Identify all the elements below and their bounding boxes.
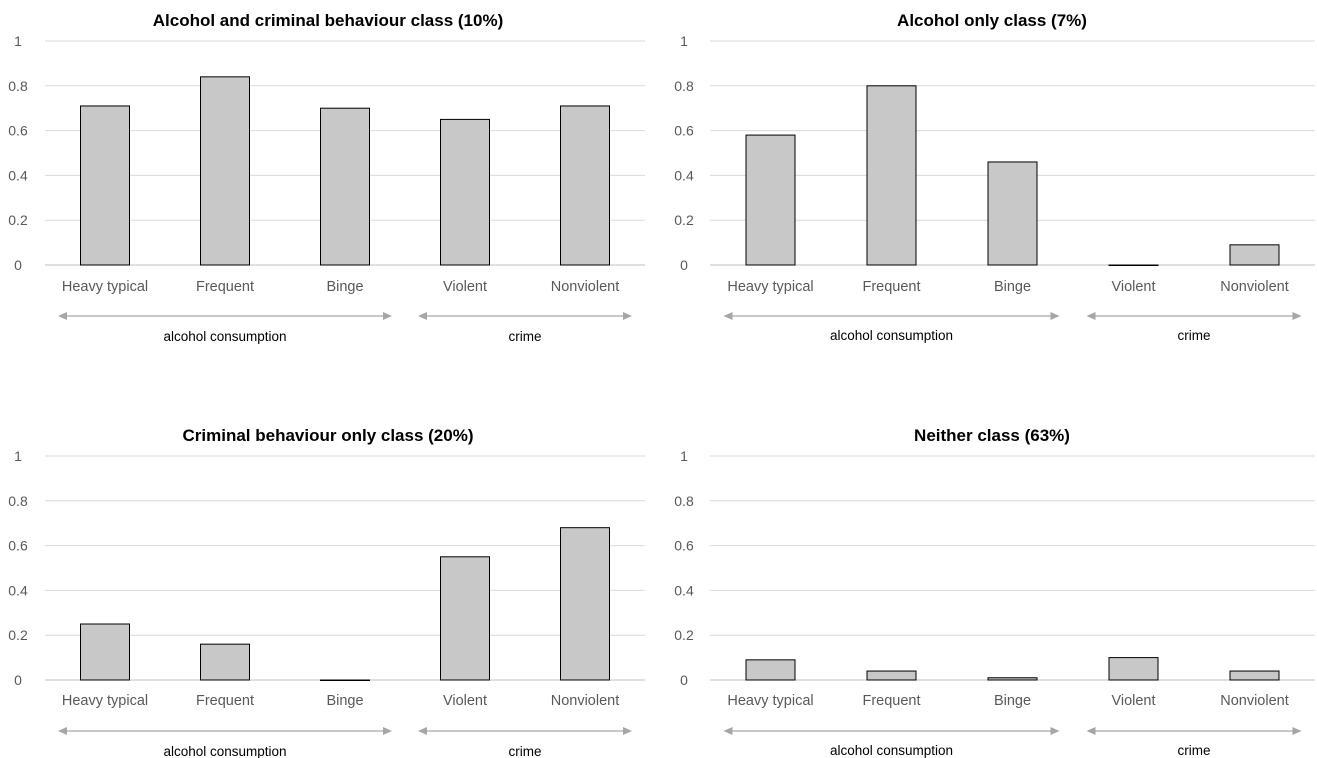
y-tick-label: 0.2 bbox=[674, 212, 694, 228]
bar bbox=[80, 623, 130, 681]
chart-panel-1: Alcohol and criminal behaviour class (10… bbox=[8, 11, 645, 344]
arrow-head-left bbox=[1086, 727, 1096, 735]
bar bbox=[745, 659, 796, 681]
y-tick-label: 0.4 bbox=[674, 167, 694, 183]
arrow-head-right bbox=[623, 727, 632, 735]
bar bbox=[866, 85, 917, 266]
x-tick-label: Violent bbox=[1111, 693, 1155, 709]
y-tick-label: 0.8 bbox=[8, 493, 28, 509]
arrow-head-left bbox=[723, 312, 733, 320]
y-tick-label: 0.4 bbox=[8, 582, 28, 598]
bar bbox=[80, 105, 130, 266]
y-tick-label: 0.4 bbox=[8, 167, 28, 183]
group-label: alcohol consumption bbox=[830, 743, 953, 758]
group-label: alcohol consumption bbox=[163, 744, 286, 758]
x-tick-label: Frequent bbox=[862, 693, 920, 709]
x-tick-label: Heavy typical bbox=[727, 279, 813, 295]
arrow-head-left bbox=[58, 727, 67, 735]
arrow-head-left bbox=[418, 312, 427, 320]
group-label: alcohol consumption bbox=[163, 329, 286, 344]
y-tick-label: 0.8 bbox=[674, 493, 694, 509]
chart-title: Criminal behaviour only class (20%) bbox=[183, 426, 474, 445]
bar bbox=[1108, 657, 1159, 681]
bar bbox=[200, 643, 250, 681]
arrow-head-right bbox=[1292, 727, 1302, 735]
arrow-head-left bbox=[723, 727, 733, 735]
bar bbox=[1229, 670, 1280, 681]
bar bbox=[1108, 264, 1159, 266]
x-tick-label: Violent bbox=[443, 693, 487, 709]
x-tick-label: Nonviolent bbox=[551, 693, 620, 709]
arrow-head-left bbox=[1086, 312, 1096, 320]
x-tick-label: Heavy typical bbox=[727, 693, 813, 709]
group-label: alcohol consumption bbox=[830, 328, 953, 343]
y-tick-label: 0.6 bbox=[8, 123, 28, 139]
x-tick-label: Binge bbox=[994, 693, 1031, 709]
bar bbox=[987, 677, 1038, 681]
x-tick-label: Violent bbox=[1111, 279, 1155, 295]
chart-panel-3: Criminal behaviour only class (20%) 0 0.2 0… bbox=[8, 426, 645, 758]
bar bbox=[866, 670, 917, 681]
bar bbox=[440, 118, 490, 266]
x-tick-label: Heavy typical bbox=[62, 693, 148, 709]
y-tick-label: 0.8 bbox=[8, 78, 28, 94]
y-tick-label: 0 bbox=[14, 672, 22, 688]
group-label: crime bbox=[509, 744, 542, 758]
arrow-head-right bbox=[383, 727, 392, 735]
bar bbox=[320, 679, 370, 681]
chart-panel-4: Neither class (63%) 0 0.2 0.4 0.6 0.8 1 Heavy t… bbox=[674, 426, 1315, 758]
y-tick-label: 0 bbox=[680, 257, 688, 273]
y-tick-label: 1 bbox=[14, 448, 22, 464]
group-label: crime bbox=[1178, 743, 1211, 758]
y-tick-label: 0.6 bbox=[674, 538, 694, 554]
arrow-head-left bbox=[58, 312, 67, 320]
x-tick-label: Frequent bbox=[862, 279, 920, 295]
arrow-head-left bbox=[418, 727, 427, 735]
chart-title: Alcohol only class (7%) bbox=[897, 11, 1087, 30]
bar bbox=[320, 107, 370, 266]
x-tick-label: Heavy typical bbox=[62, 279, 148, 295]
x-tick-label: Violent bbox=[443, 279, 487, 295]
bar bbox=[1229, 244, 1280, 266]
arrow-head-right bbox=[1050, 312, 1060, 320]
bar bbox=[987, 161, 1038, 266]
y-tick-label: 0.8 bbox=[674, 78, 694, 94]
y-tick-label: 1 bbox=[14, 33, 22, 49]
y-tick-label: 0.4 bbox=[674, 582, 694, 598]
arrow-head-right bbox=[1050, 727, 1060, 735]
y-tick-label: 1 bbox=[680, 33, 688, 49]
y-tick-label: 0.6 bbox=[674, 123, 694, 139]
y-tick-label: 0.6 bbox=[8, 538, 28, 554]
bar bbox=[440, 556, 490, 681]
chart-panel-2: Alcohol only class (7%) 0 0.2 0.4 0.6 0.8 1 Hea… bbox=[674, 11, 1315, 343]
x-tick-label: Frequent bbox=[196, 693, 254, 709]
x-tick-label: Nonviolent bbox=[1220, 279, 1289, 295]
x-tick-label: Nonviolent bbox=[551, 279, 620, 295]
bar bbox=[745, 134, 796, 266]
y-tick-label: 0.2 bbox=[674, 627, 694, 643]
y-tick-label: 1 bbox=[680, 448, 688, 464]
y-tick-label: 0 bbox=[680, 672, 688, 688]
chart-title: Neither class (63%) bbox=[914, 426, 1070, 445]
x-tick-label: Frequent bbox=[196, 279, 254, 295]
bar bbox=[200, 76, 250, 266]
group-label: crime bbox=[509, 329, 542, 344]
y-tick-label: 0.2 bbox=[8, 212, 28, 228]
arrow-head-right bbox=[1292, 312, 1302, 320]
x-tick-label: Binge bbox=[326, 279, 363, 295]
y-tick-label: 0 bbox=[14, 257, 22, 273]
y-tick-label: 0.2 bbox=[8, 627, 28, 643]
x-tick-label: Binge bbox=[994, 279, 1031, 295]
chart-title: Alcohol and criminal behaviour class (10… bbox=[153, 11, 504, 30]
x-tick-label: Binge bbox=[326, 693, 363, 709]
arrow-head-right bbox=[623, 312, 632, 320]
group-label: crime bbox=[1178, 328, 1211, 343]
arrow-head-right bbox=[383, 312, 392, 320]
bar bbox=[560, 527, 610, 681]
x-tick-label: Nonviolent bbox=[1220, 693, 1289, 709]
bar bbox=[560, 105, 610, 266]
